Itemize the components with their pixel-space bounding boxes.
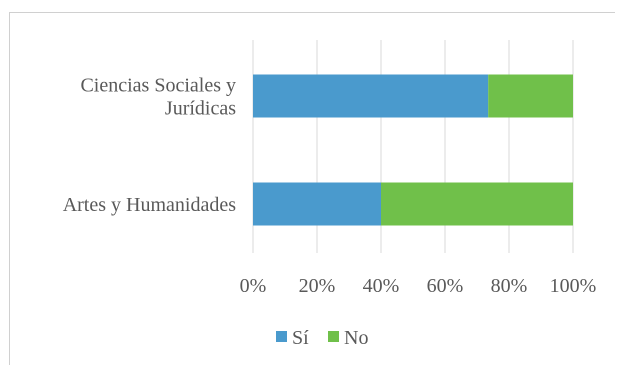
bar-no-1 <box>381 182 573 226</box>
x-tick-label-80: 80% <box>491 275 528 297</box>
x-tick-label-40: 40% <box>363 275 400 297</box>
bars <box>253 74 573 226</box>
x-tick-label-60: 60% <box>427 275 464 297</box>
legend-label-si: Sí <box>292 327 309 349</box>
legend-swatch-no <box>328 331 339 342</box>
x-tick-label-20: 20% <box>299 275 336 297</box>
bar-no-0 <box>488 74 573 118</box>
bar-si-0 <box>253 74 489 118</box>
bar-si-1 <box>253 182 381 226</box>
legend-label-no: No <box>344 327 368 349</box>
legend-swatch-si <box>276 331 287 342</box>
category-label-0-line-0: Ciencias Sociales y <box>80 75 236 97</box>
x-tick-label-0: 0% <box>240 275 267 297</box>
x-tick-labels: 0% 20% 40% 60% 80% 100% <box>240 275 597 297</box>
category-label-0-line-1: Jurídicas <box>165 98 236 120</box>
legend: Sí No <box>276 327 368 349</box>
x-tick-label-100: 100% <box>550 275 597 297</box>
category-label-1-line-0: Artes y Humanidades <box>63 194 237 216</box>
